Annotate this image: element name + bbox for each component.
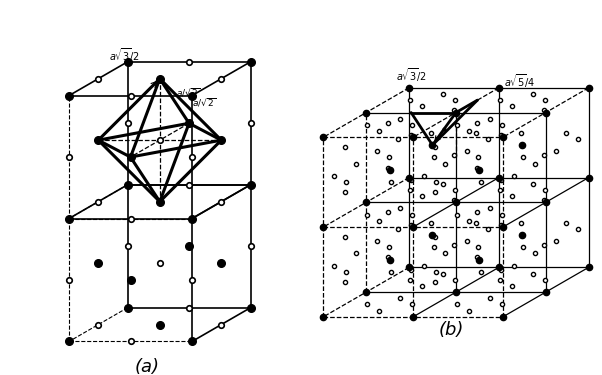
Text: $a\sqrt{3}/2$: $a\sqrt{3}/2$ bbox=[109, 47, 140, 64]
Text: (a): (a) bbox=[135, 358, 160, 375]
Text: (b): (b) bbox=[439, 321, 464, 339]
Text: $a\sqrt{5}/4$: $a\sqrt{5}/4$ bbox=[504, 72, 536, 90]
Text: $a\sqrt{3}/2$: $a\sqrt{3}/2$ bbox=[396, 67, 426, 84]
Text: $a/\sqrt{2}$: $a/\sqrt{2}$ bbox=[176, 86, 200, 99]
Text: $a/\sqrt{2}$: $a/\sqrt{2}$ bbox=[192, 97, 216, 109]
